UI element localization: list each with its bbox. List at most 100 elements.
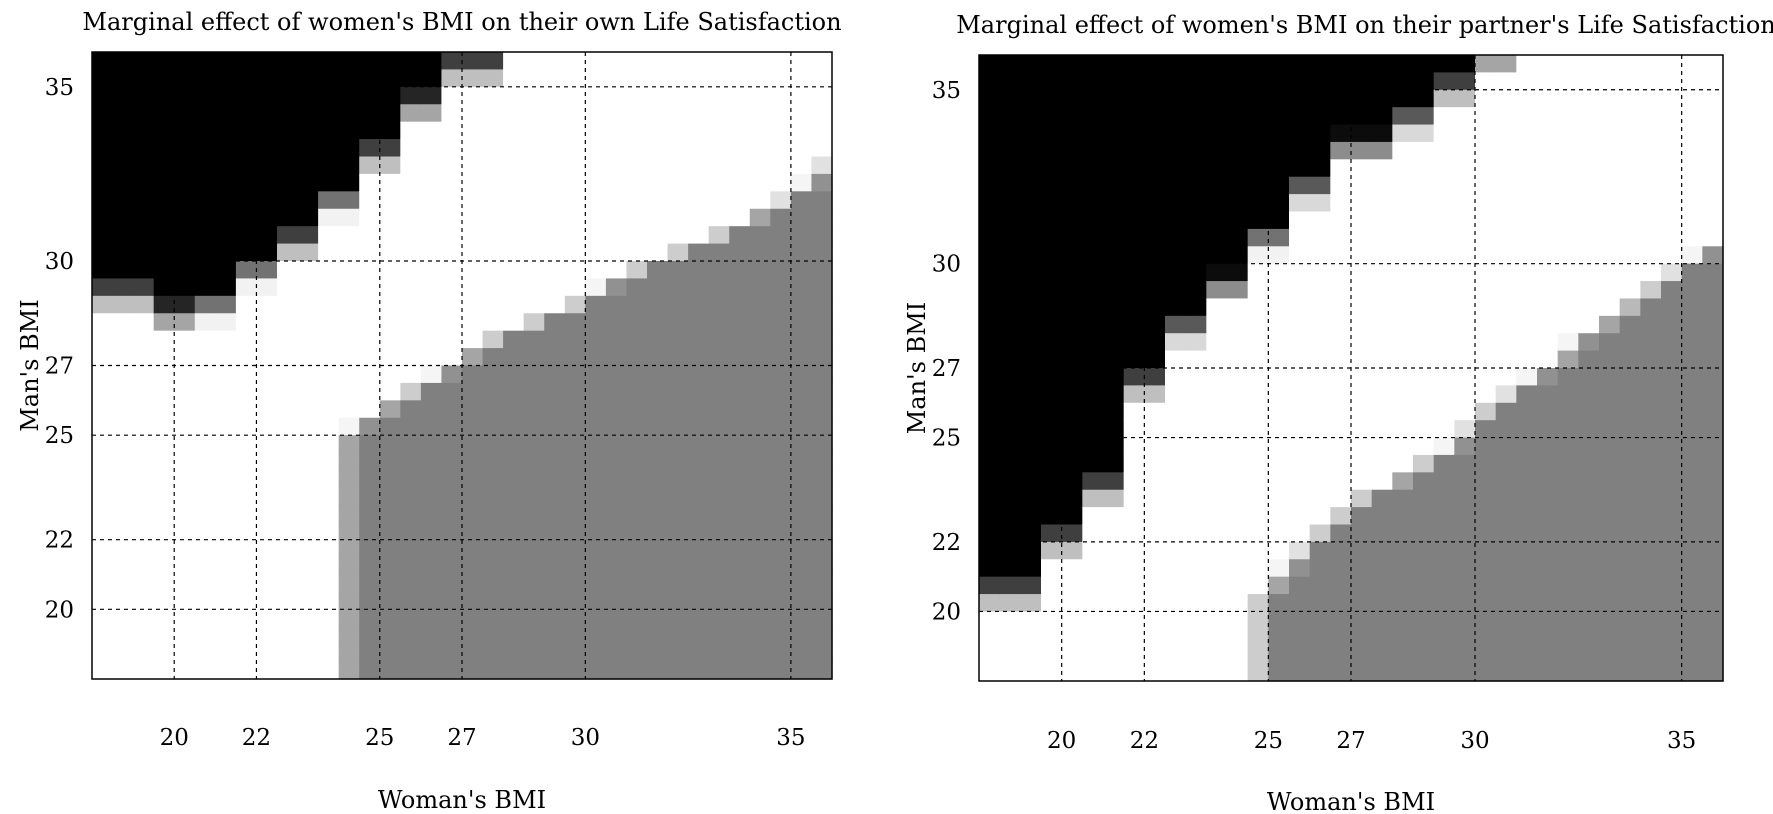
heatmap-cell [1578, 559, 1600, 578]
heatmap-cell [1082, 385, 1104, 404]
heatmap-cell [1144, 420, 1166, 439]
heatmap-cell [1185, 176, 1207, 195]
heatmap-cell [999, 524, 1021, 543]
heatmap-cell [1206, 368, 1228, 386]
heatmap-cell [133, 208, 155, 227]
heatmap-cell [1640, 228, 1662, 247]
heatmap-cell [1144, 646, 1166, 665]
heatmap-cell [1227, 281, 1249, 300]
heatmap-cell [1351, 507, 1373, 526]
heatmap-cell [256, 435, 278, 454]
heatmap-cell [441, 626, 463, 645]
heatmap-cell [1661, 646, 1683, 665]
heatmap-cell [811, 522, 833, 541]
heatmap-cell [1082, 559, 1104, 578]
heatmap-cell [277, 522, 299, 541]
heatmap-cell [1454, 541, 1476, 560]
heatmap-cell [420, 226, 443, 245]
heatmap-cell [441, 156, 463, 175]
heatmap-cell [626, 313, 648, 332]
heatmap-cell [647, 400, 669, 419]
heatmap-cell [112, 382, 134, 401]
heatmap-cell [1619, 228, 1641, 247]
heatmap-cell [133, 382, 155, 401]
heatmap-cell [647, 121, 669, 140]
heatmap-cell [1619, 472, 1641, 491]
heatmap-cell [1557, 55, 1579, 73]
heatmap-cell [1640, 489, 1662, 508]
heatmap-cell [1537, 507, 1559, 526]
heatmap-cell [1185, 281, 1207, 300]
heatmap-cell [420, 86, 443, 105]
heatmap-cell [215, 295, 237, 314]
heatmap-cell [605, 644, 628, 663]
heatmap-cell [256, 574, 278, 593]
heatmap-cell [194, 243, 216, 262]
heatmap-cell [708, 261, 730, 280]
heatmap-cell [1516, 402, 1538, 421]
heatmap-cell [174, 295, 196, 314]
heatmap-cell [462, 139, 484, 158]
heatmap-cell [1392, 211, 1414, 230]
heatmap-cell [811, 417, 833, 436]
heatmap-cell [1268, 211, 1290, 230]
heatmap-cell [194, 609, 216, 628]
heatmap-cell [1413, 437, 1435, 456]
heatmap-cell [523, 487, 545, 506]
heatmap-cell [235, 504, 258, 523]
y-tick-label: 20 [932, 599, 961, 625]
heatmap-cell [153, 470, 175, 489]
heatmap-cell [1144, 541, 1166, 560]
y-tick-label: 22 [45, 528, 74, 554]
heatmap-cell [153, 330, 175, 349]
heatmap-cell [1619, 594, 1641, 613]
heatmap-cell [420, 173, 443, 192]
heatmap-cell [1103, 559, 1125, 578]
heatmap-cell [1061, 507, 1083, 526]
heatmap-cell [1061, 228, 1083, 247]
x-tick-labels: 20 22 25 27 30 35 [1047, 728, 1696, 754]
heatmap-cell [133, 417, 155, 436]
heatmap-cell [92, 208, 114, 227]
heatmap-cell [1537, 228, 1559, 247]
heatmap-cell [1330, 507, 1352, 526]
heatmap-cell [1640, 524, 1662, 543]
heatmap-cell [1495, 315, 1517, 334]
heatmap-cell [811, 487, 833, 506]
heatmap-cell [770, 417, 792, 436]
heatmap-cell [770, 574, 792, 593]
heatmap-cell [133, 243, 155, 262]
heatmap-cell [1185, 368, 1207, 386]
heatmap-cell [503, 470, 525, 489]
heatmap-cell [708, 278, 730, 297]
heatmap-cell [1371, 420, 1393, 439]
heatmap-cell [647, 313, 669, 332]
heatmap-cell [770, 330, 792, 349]
heatmap-cell [1371, 72, 1393, 91]
heatmap-cell [174, 208, 196, 227]
heatmap-cell [297, 417, 319, 436]
heatmap-cell [708, 52, 730, 71]
heatmap-cell [1206, 454, 1228, 473]
heatmap-cell [790, 504, 813, 523]
heatmap-cell [1247, 159, 1269, 178]
heatmap-cell [359, 470, 381, 489]
heatmap-cell [153, 400, 175, 419]
heatmap-cell [626, 609, 648, 628]
heatmap-cell [215, 208, 237, 227]
heatmap-cell [1144, 315, 1166, 334]
heatmap-cell [1041, 454, 1063, 473]
heatmap-cell [1082, 663, 1104, 682]
heatmap-cell [503, 261, 525, 280]
heatmap-cell [544, 278, 566, 297]
heatmap-cell [420, 295, 443, 314]
heatmap-cell [1123, 368, 1145, 386]
heatmap-cell [1268, 420, 1290, 439]
heatmap-cell [379, 609, 401, 628]
heatmap-cell [626, 104, 648, 123]
heatmap-cell [1557, 524, 1579, 543]
heatmap-cell [1020, 507, 1042, 526]
heatmap-cell [174, 173, 196, 192]
heatmap-cell [133, 191, 155, 210]
heatmap-cell [1681, 159, 1703, 178]
